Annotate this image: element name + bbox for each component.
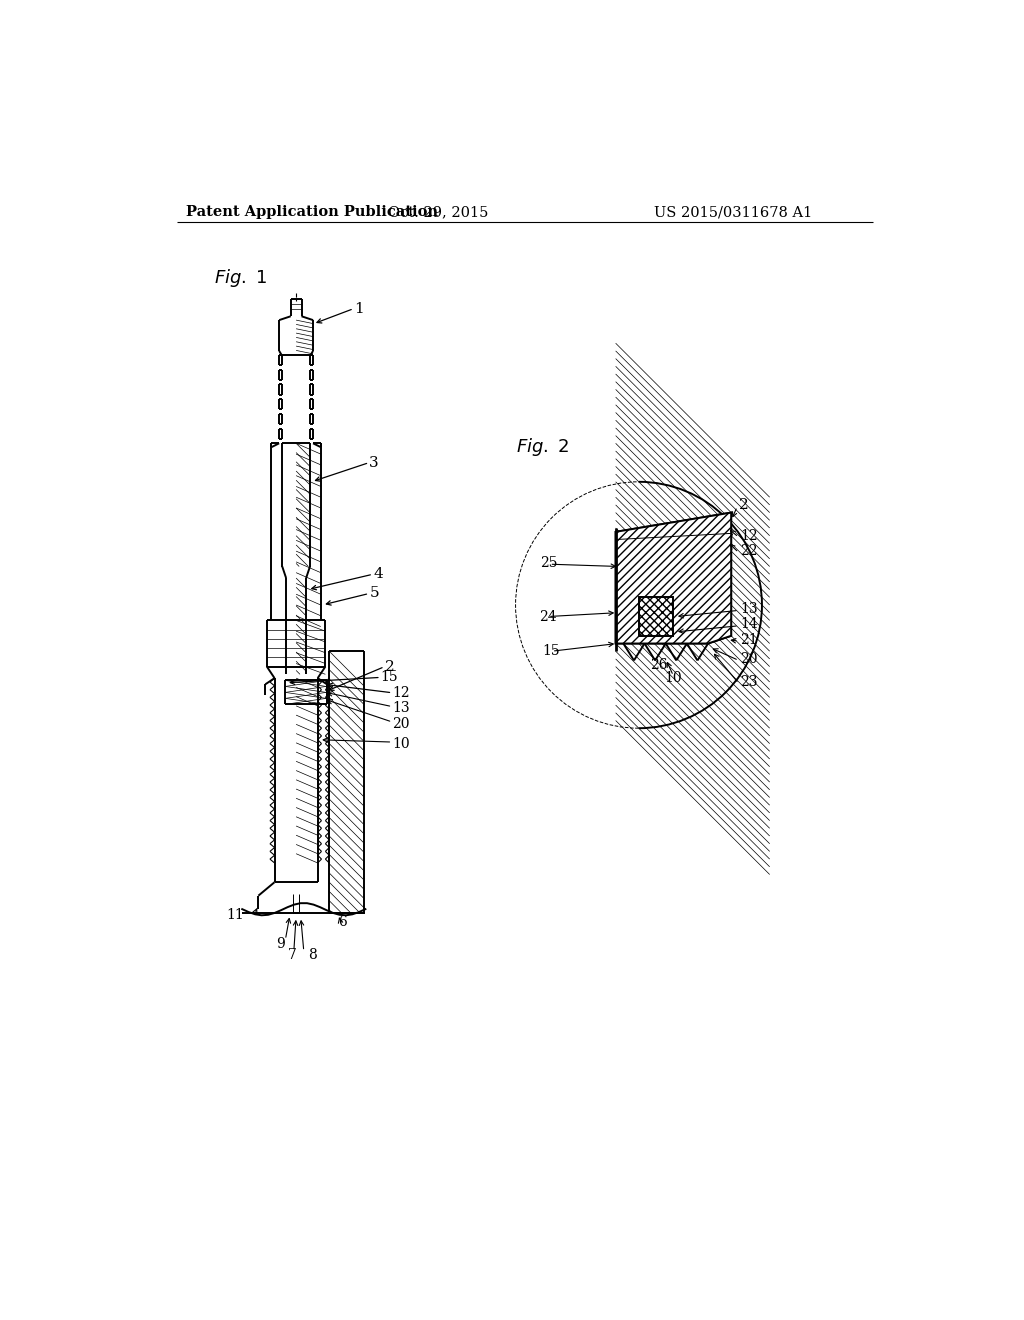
Text: Patent Application Publication: Patent Application Publication [186, 206, 438, 219]
Polygon shape [615, 512, 731, 644]
Text: 22: 22 [740, 544, 758, 558]
Polygon shape [639, 597, 674, 636]
Text: 13: 13 [392, 701, 410, 715]
Text: 23: 23 [740, 675, 758, 689]
Text: 7: 7 [288, 948, 297, 962]
Text: 10: 10 [665, 671, 682, 685]
Text: 15: 15 [543, 644, 560, 659]
Text: 12: 12 [740, 529, 758, 543]
Text: 12: 12 [392, 686, 410, 700]
Text: 20: 20 [740, 652, 758, 665]
Text: $\mathit{Fig.\ 1}$: $\mathit{Fig.\ 1}$ [214, 267, 267, 289]
Text: Oct. 29, 2015: Oct. 29, 2015 [388, 206, 488, 219]
Text: 21: 21 [740, 632, 758, 647]
Text: 3: 3 [370, 455, 379, 470]
Text: 9: 9 [276, 937, 285, 950]
Text: 26: 26 [650, 659, 668, 672]
Text: 11: 11 [226, 908, 245, 923]
Text: US 2015/0311678 A1: US 2015/0311678 A1 [654, 206, 812, 219]
Text: 2: 2 [739, 498, 749, 512]
Text: 13: 13 [740, 602, 758, 616]
Text: 1: 1 [354, 301, 364, 315]
Text: 5: 5 [370, 586, 379, 601]
Text: 4: 4 [373, 568, 383, 581]
Text: $\mathit{Fig.\ 2}$: $\mathit{Fig.\ 2}$ [515, 436, 569, 458]
Text: 15: 15 [381, 671, 398, 684]
Text: 6: 6 [339, 915, 347, 929]
Text: 8: 8 [307, 948, 316, 962]
Text: 25: 25 [541, 556, 558, 570]
Text: 10: 10 [392, 737, 410, 751]
Text: 24: 24 [539, 610, 556, 623]
Text: 20: 20 [392, 717, 410, 730]
Text: 14: 14 [740, 618, 758, 631]
Text: 2: 2 [385, 660, 394, 673]
